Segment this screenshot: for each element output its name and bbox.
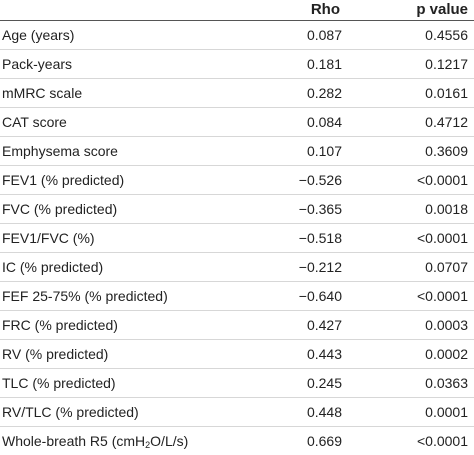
row-rho: 0.669	[306, 433, 342, 449]
row-label: TLC (% predicted)	[2, 375, 116, 391]
row-p-value: <0.0001	[417, 288, 468, 304]
row-label: Pack-years	[2, 56, 73, 72]
table-row: IC (% predicted) −0.212 0.0707	[0, 253, 474, 282]
row-label: mMRC scale	[2, 85, 83, 101]
table-row: Emphysema score 0.107 0.3609	[0, 137, 474, 166]
row-label: FEV1/FVC (%)	[2, 230, 95, 246]
table-row: FEV1 (% predicted) −0.526 <0.0001	[0, 166, 474, 195]
row-p-value: 0.0003	[425, 317, 468, 333]
table-row: Age (years) 0.087 0.4556	[0, 21, 474, 50]
row-p-value: <0.0001	[417, 230, 468, 246]
row-label: Emphysema score	[2, 143, 118, 159]
table-body: Age (years) 0.087 0.4556 Pack-years 0.18…	[0, 21, 474, 455]
row-p-value: <0.0001	[417, 172, 468, 188]
table-row: Pack-years 0.181 0.1217	[0, 50, 474, 79]
row-label: RV/TLC (% predicted)	[2, 404, 139, 420]
table-header-row: Rho p value	[0, 0, 474, 21]
row-label: FRC (% predicted)	[2, 317, 118, 333]
row-rho: 0.084	[306, 114, 342, 130]
row-p-value: 0.4556	[425, 27, 468, 43]
row-rho: −0.365	[298, 201, 342, 217]
table-row: RV/TLC (% predicted) 0.448 0.0001	[0, 398, 474, 427]
row-p-value: 0.0161	[425, 85, 468, 101]
row-p-value: 0.0363	[425, 375, 468, 391]
row-label: Age (years)	[2, 27, 75, 43]
table-row: RV (% predicted) 0.443 0.0002	[0, 340, 474, 369]
row-label: CAT score	[2, 114, 67, 130]
row-rho: −0.212	[298, 259, 342, 275]
table-row: CAT score 0.084 0.4712	[0, 108, 474, 137]
header-rho: Rho	[310, 1, 340, 18]
row-rho: 0.181	[306, 56, 342, 72]
row-label: RV (% predicted)	[2, 346, 109, 362]
row-p-value: 0.0018	[425, 201, 468, 217]
row-rho: −0.518	[298, 230, 342, 246]
row-label: FEF 25-75% (% predicted)	[2, 288, 168, 304]
row-label: FVC (% predicted)	[2, 201, 118, 217]
row-label: IC (% predicted)	[2, 259, 104, 275]
row-rho: 0.443	[306, 346, 342, 362]
header-p-value: p value	[416, 1, 468, 18]
table-row: mMRC scale 0.282 0.0161	[0, 79, 474, 108]
row-label-suffix: O/L/s)	[150, 433, 189, 449]
row-p-value: 0.0001	[425, 404, 468, 420]
row-rho: 0.282	[306, 85, 342, 101]
row-label: FEV1 (% predicted)	[2, 172, 125, 188]
row-rho: 0.245	[306, 375, 342, 391]
row-p-value: 0.4712	[425, 114, 468, 130]
row-rho: 0.087	[306, 27, 342, 43]
row-rho: 0.427	[306, 317, 342, 333]
row-label: Whole-breath R5 (cmH2O/L/s)	[2, 427, 188, 455]
row-p-value: 0.3609	[425, 143, 468, 159]
table-row: FEV1/FVC (%) −0.518 <0.0001	[0, 224, 474, 253]
table-row: FVC (% predicted) −0.365 0.0018	[0, 195, 474, 224]
row-p-value: 0.0707	[425, 259, 468, 275]
row-p-value: 0.1217	[425, 56, 468, 72]
row-rho: 0.448	[306, 404, 342, 420]
row-label-main: Whole-breath R5 (cmH	[2, 433, 146, 449]
table-row: TLC (% predicted) 0.245 0.0363	[0, 369, 474, 398]
row-p-value: 0.0002	[425, 346, 468, 362]
row-rho: −0.526	[298, 172, 342, 188]
table-row: FRC (% predicted) 0.427 0.0003	[0, 311, 474, 340]
row-p-value: <0.0001	[417, 433, 468, 449]
table-row: Whole-breath R5 (cmH2O/L/s) 0.669 <0.000…	[0, 427, 474, 455]
row-rho: 0.107	[306, 143, 342, 159]
row-rho: −0.640	[298, 288, 342, 304]
table-row: FEF 25-75% (% predicted) −0.640 <0.0001	[0, 282, 474, 311]
